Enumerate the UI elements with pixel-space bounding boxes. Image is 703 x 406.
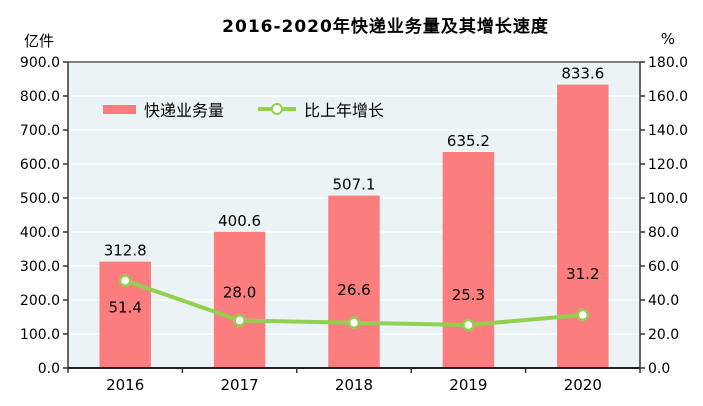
line-point-2017 (233, 314, 246, 327)
left-axis-tick-label: 600.0 (20, 157, 60, 173)
legend-item-bar: 快递业务量 (103, 97, 224, 121)
line-value-label-2018: 26.6 (337, 281, 370, 299)
right-axis-tick-label: 20.0 (648, 327, 679, 343)
bar-value-label-2018: 507.1 (333, 176, 376, 194)
left-axis-tick-label: 400.0 (20, 225, 60, 241)
x-axis-label-2020: 2020 (564, 376, 602, 394)
line-series-swatch-icon (258, 103, 297, 115)
line-value-label-2019: 25.3 (452, 286, 485, 304)
x-axis-label-2019: 2019 (449, 376, 487, 394)
bar-value-label-2016: 312.8 (104, 242, 147, 260)
line-marker-icon (271, 103, 284, 115)
legend-item-line: 比上年增长 (258, 97, 384, 121)
left-axis-tick-label: 900.0 (20, 55, 60, 71)
legend: 快递业务量 比上年增长 (103, 97, 384, 121)
x-axis-label-2016: 2016 (106, 376, 144, 394)
left-axis-tick-label: 700.0 (20, 123, 60, 139)
left-axis-tick-label: 200.0 (20, 293, 60, 309)
right-axis-tick-label: 160.0 (648, 89, 688, 105)
line-value-label-2017: 28.0 (223, 283, 256, 301)
bar-2018 (328, 195, 380, 368)
line-value-label-2016: 51.4 (108, 299, 141, 317)
right-axis-tick-label: 180.0 (648, 55, 688, 71)
line-point-2020 (576, 308, 590, 322)
right-axis-tick-label: 0.0 (648, 361, 670, 377)
chart-title: 2016-2020年快递业务量及其增长速度 (222, 17, 549, 37)
bar-value-label-2019: 635.2 (447, 132, 490, 150)
line-value-label-2020: 31.2 (566, 265, 599, 283)
bar-value-label-2020: 833.6 (561, 65, 604, 83)
legend-line-label: 比上年增长 (304, 101, 385, 120)
left-axis-tick-label: 0.0 (38, 361, 60, 377)
bar-2019 (442, 152, 495, 368)
right-axis-tick-label: 120.0 (648, 157, 688, 173)
x-axis-label-2017: 2017 (221, 376, 259, 394)
left-axis-unit-label: 亿件 (24, 32, 55, 50)
bar-2020 (557, 84, 609, 369)
right-axis-unit-label: % (660, 30, 675, 48)
right-axis-tick-label: 60.0 (648, 259, 679, 275)
line-point-2019 (462, 318, 475, 332)
right-axis-tick-label: 140.0 (648, 123, 688, 139)
line-point-2016 (118, 274, 132, 287)
left-axis-tick-label: 500.0 (20, 191, 60, 207)
right-axis-tick-label: 40.0 (648, 293, 679, 309)
x-axis-label-2018: 2018 (335, 376, 373, 394)
bar-2017 (213, 231, 266, 368)
bar-series-swatch-icon (103, 104, 136, 114)
right-axis-tick-label: 80.0 (648, 225, 679, 241)
right-axis-tick-label: 100.0 (648, 191, 688, 207)
line-point-2018 (347, 316, 361, 330)
left-axis-tick-label: 800.0 (20, 89, 60, 105)
left-axis-tick-label: 100.0 (20, 327, 60, 343)
left-axis-tick-label: 300.0 (20, 259, 60, 275)
bar-value-label-2017: 400.6 (218, 212, 261, 230)
legend-bar-label: 快递业务量 (144, 101, 225, 120)
